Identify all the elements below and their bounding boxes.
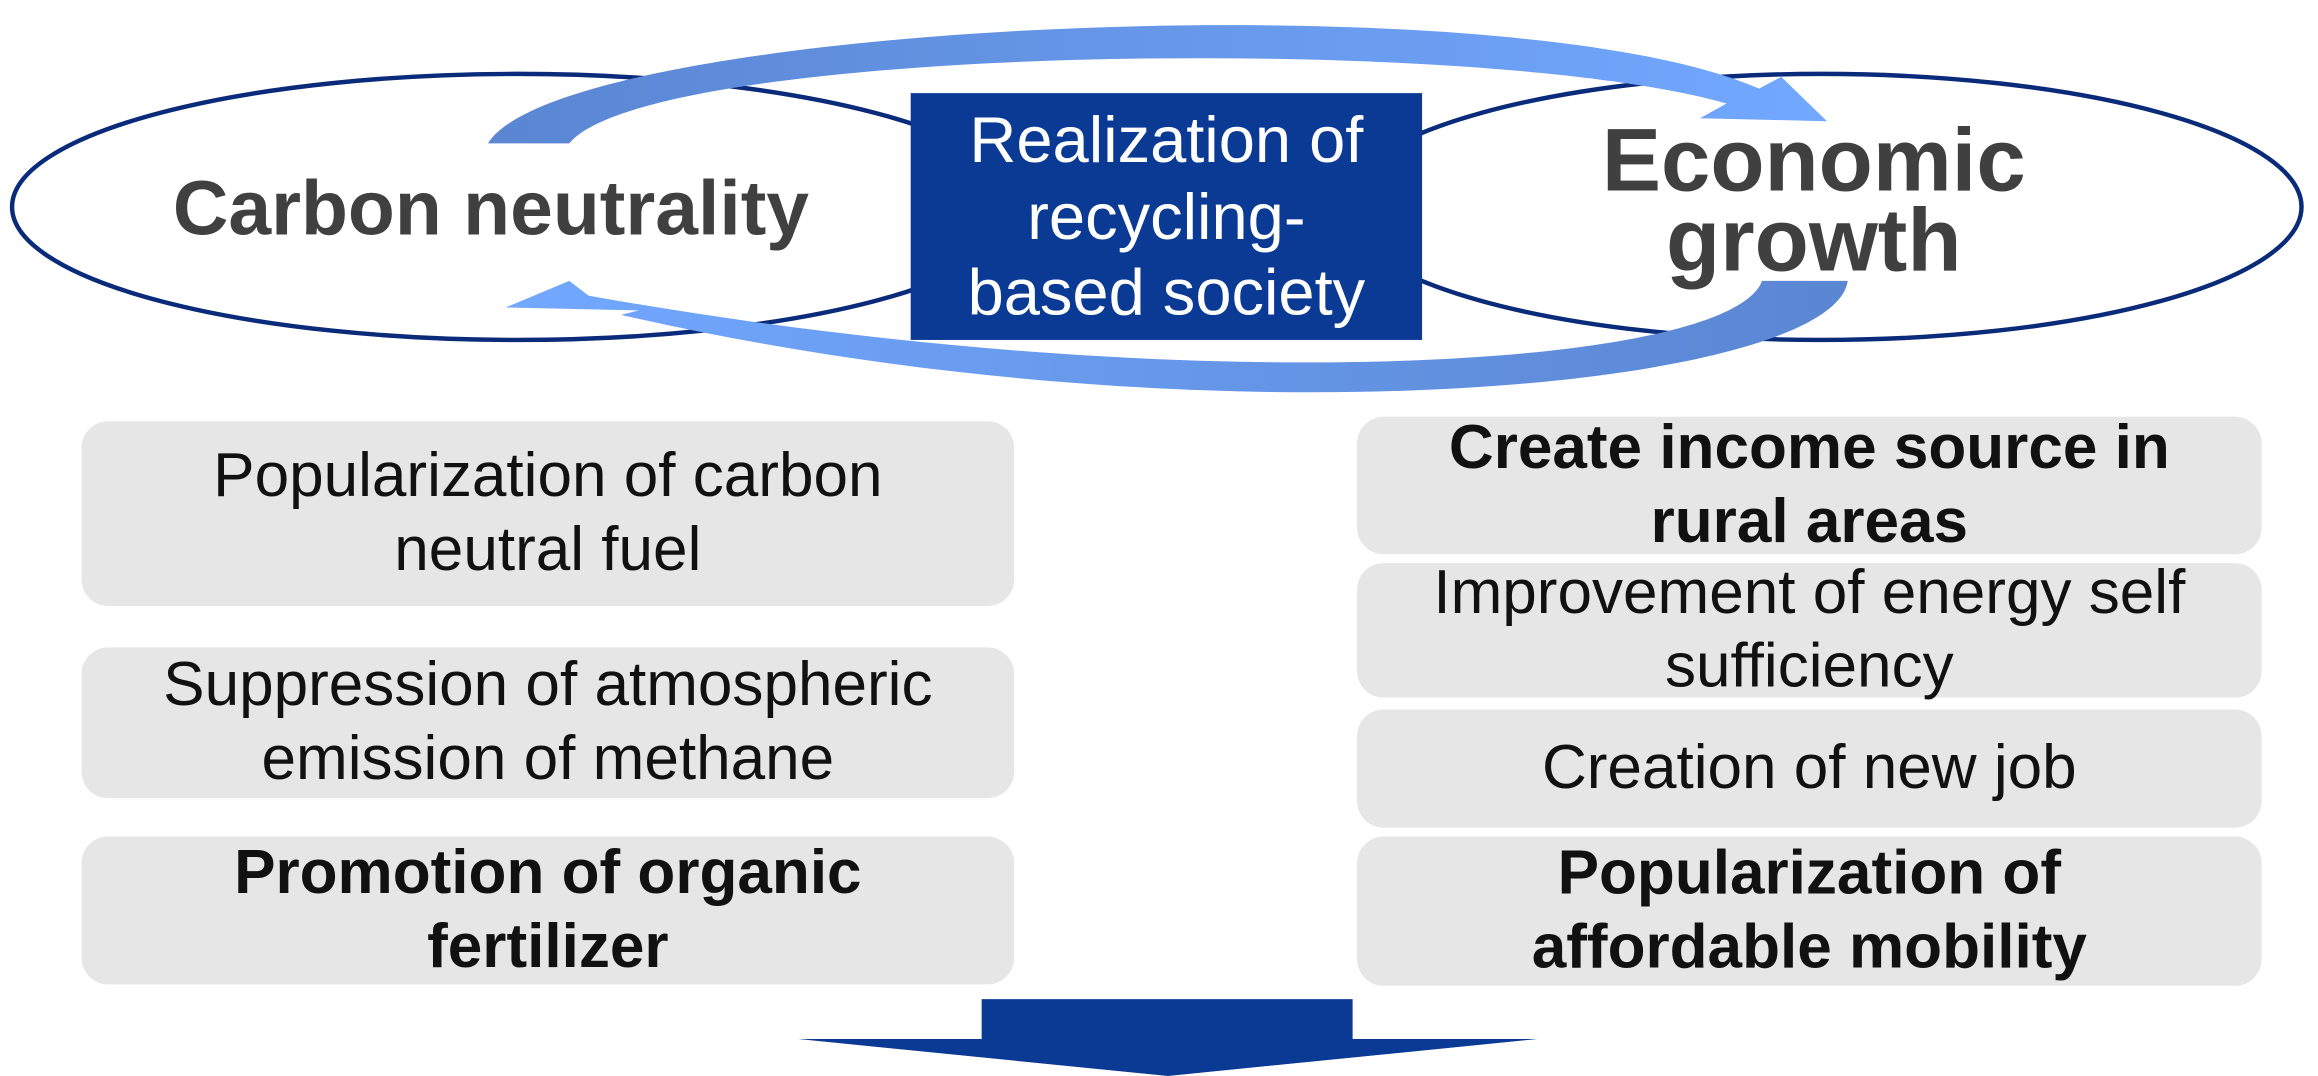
cycle-arrow-top xyxy=(487,25,1828,144)
left-title: Carbon neutrality xyxy=(173,166,809,252)
center-box xyxy=(910,93,1423,340)
center-text: recycling- xyxy=(1027,180,1305,253)
center-text: Realization of xyxy=(969,103,1364,176)
item-box xyxy=(81,836,1015,985)
item-text: Promotion of organic xyxy=(234,838,862,907)
item-box xyxy=(1357,563,2262,698)
item-text: rural areas xyxy=(1651,487,1968,556)
item-box xyxy=(81,647,1015,799)
item-text: Create income source in xyxy=(1449,413,2170,482)
center-text: based society xyxy=(968,255,1366,328)
down-arrow-stem xyxy=(981,999,1353,1041)
item-text: Popularization of xyxy=(1558,839,2062,908)
item-text: affordable mobility xyxy=(1532,912,2088,981)
item-text: sufficiency xyxy=(1665,632,1954,701)
item-box xyxy=(1357,709,2262,828)
right-title: growth xyxy=(1666,190,1962,289)
item-text: Creation of new job xyxy=(1542,733,2077,802)
right-title: Economic xyxy=(1602,110,2026,209)
item-box xyxy=(81,421,1015,606)
cycle-arrow-bottom xyxy=(505,280,1848,393)
item-text: fertilizer xyxy=(427,912,668,981)
item-text: emission of methane xyxy=(262,724,835,793)
item-text: Suppression of atmospheric xyxy=(163,650,932,719)
item-text: Popularization of carbon xyxy=(213,441,882,510)
item-box xyxy=(1357,836,2262,986)
item-text: Improvement of energy self xyxy=(1433,558,2186,627)
item-text: neutral fuel xyxy=(394,515,701,584)
item-box xyxy=(1357,416,2262,555)
down-arrow-head xyxy=(798,1039,1538,1076)
